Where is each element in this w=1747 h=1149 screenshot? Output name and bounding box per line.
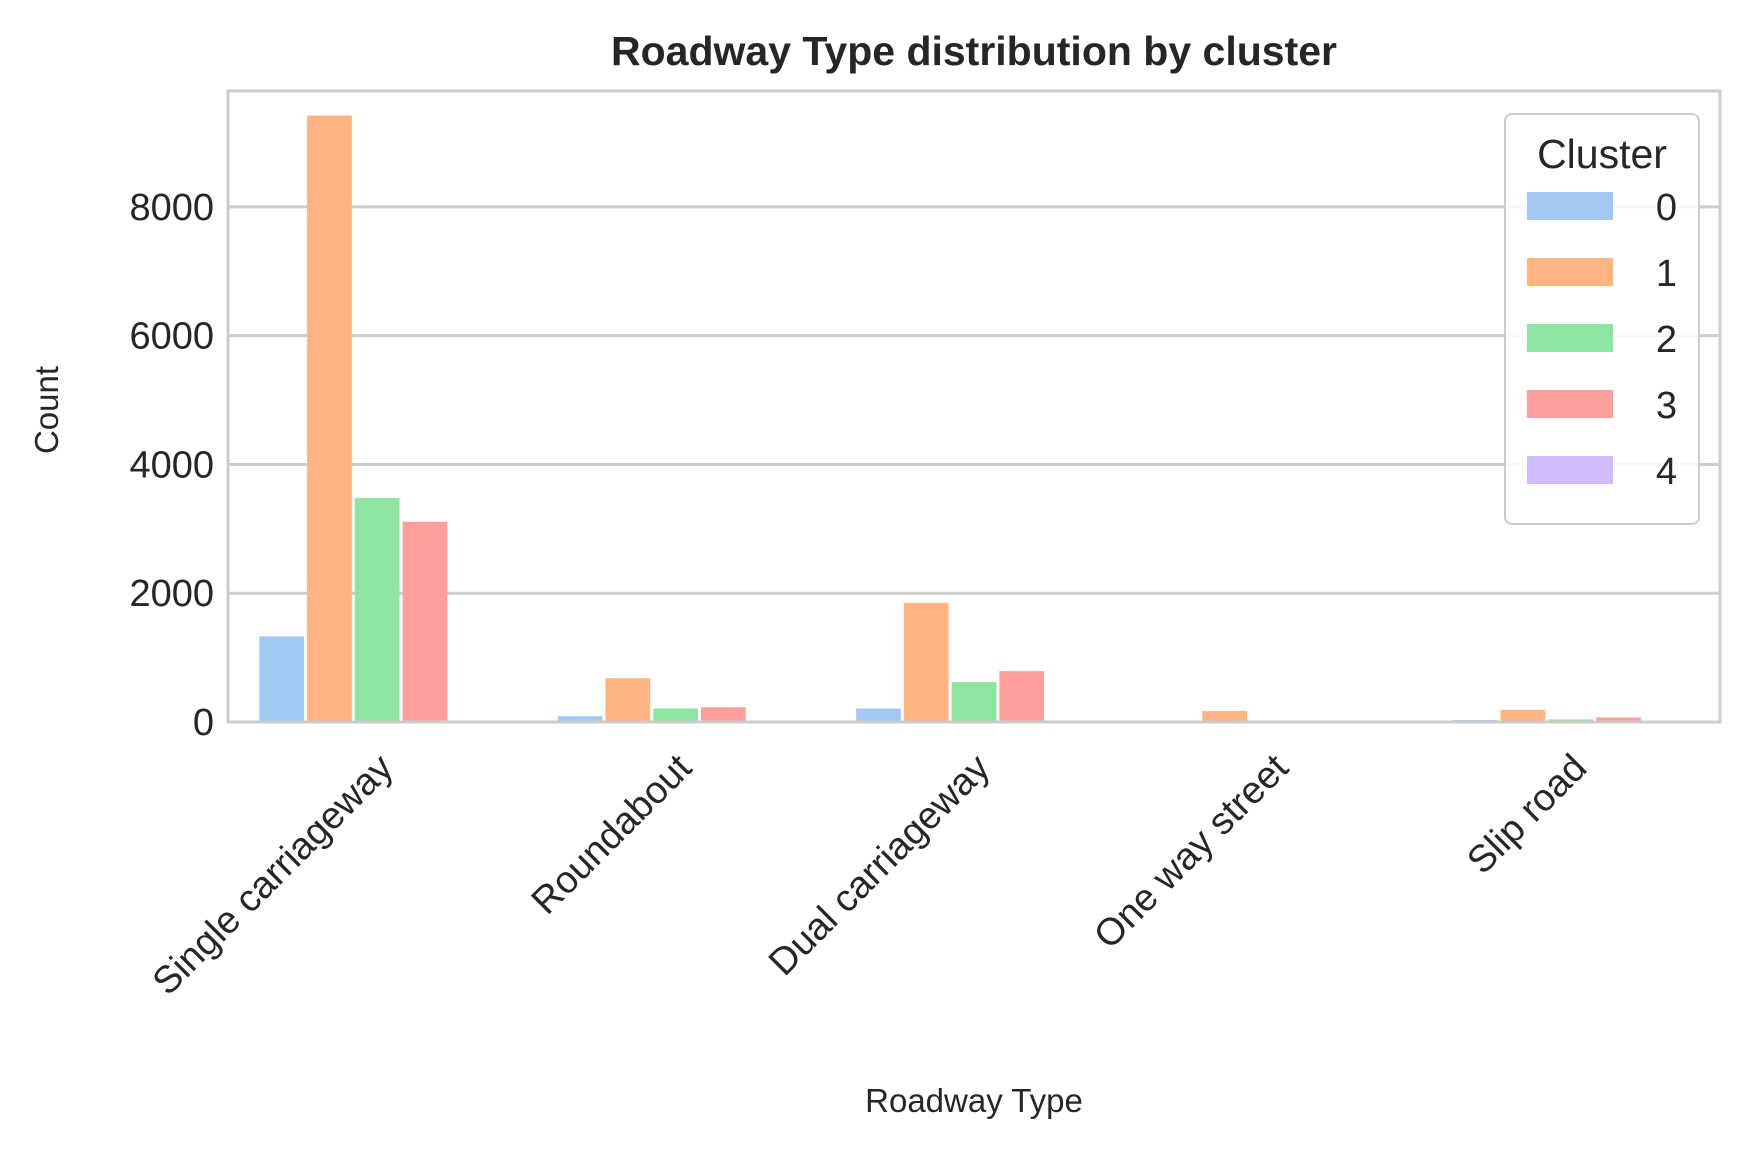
x-axis-label: Roadway Type <box>865 1082 1083 1119</box>
legend-label: 1 <box>1656 253 1677 295</box>
legend-items: 0 1 2 3 4 <box>1527 187 1677 493</box>
bar-cluster-1 <box>903 602 949 722</box>
y-tick-label: 8000 <box>129 187 214 229</box>
bar-cluster-0 <box>259 636 305 722</box>
legend-label: 0 <box>1656 187 1677 229</box>
legend-label: 2 <box>1656 319 1677 361</box>
legend-swatch <box>1527 192 1613 220</box>
x-tick-label: Dual carriageway <box>761 747 998 984</box>
legend-swatch <box>1527 390 1613 418</box>
bar-cluster-3 <box>999 671 1045 722</box>
legend-label: 3 <box>1656 385 1677 427</box>
bar-cluster-0 <box>856 708 901 722</box>
legend: Cluster 0 1 2 3 4 <box>1504 113 1700 525</box>
chart-title: Roadway Type distribution by cluster <box>611 28 1337 74</box>
x-tick-label: One way street <box>1086 746 1297 957</box>
bar-cluster-2 <box>653 708 698 722</box>
bar-cluster-1 <box>307 115 352 722</box>
x-axis-ticks: Single carriageway Roundabout Dual carriag… <box>145 746 1595 1003</box>
y-tick-label: 6000 <box>129 316 214 358</box>
y-axis-label: Count <box>28 366 65 454</box>
bar-cluster-3 <box>402 521 448 722</box>
bar-cluster-1 <box>1500 709 1546 722</box>
y-tick-label: 4000 <box>129 444 214 486</box>
legend-label: 4 <box>1656 451 1677 493</box>
bar-cluster-2 <box>354 497 400 722</box>
legend-swatch <box>1527 258 1613 286</box>
x-tick-label: Slip road <box>1459 747 1595 883</box>
plot-frame <box>226 89 1722 724</box>
bars <box>259 115 1689 722</box>
legend-title: Cluster <box>1537 131 1667 177</box>
y-tick-label: 0 <box>193 702 214 744</box>
bar-cluster-1 <box>1202 711 1248 722</box>
y-tick-label: 2000 <box>129 573 214 615</box>
bar-cluster-1 <box>605 678 651 722</box>
bar-cluster-3 <box>700 707 746 722</box>
x-tick-label: Single carriageway <box>145 747 402 1004</box>
y-axis-ticks: 0 2000 4000 6000 8000 <box>129 187 214 744</box>
legend-swatch <box>1527 456 1613 484</box>
bar-cluster-2 <box>951 682 997 722</box>
bar-cluster-0 <box>557 716 603 722</box>
legend-swatch <box>1527 324 1613 352</box>
grid-lines <box>228 205 1720 724</box>
bar-cluster-3 <box>1596 717 1641 722</box>
x-tick-label: Roundabout <box>524 746 700 922</box>
